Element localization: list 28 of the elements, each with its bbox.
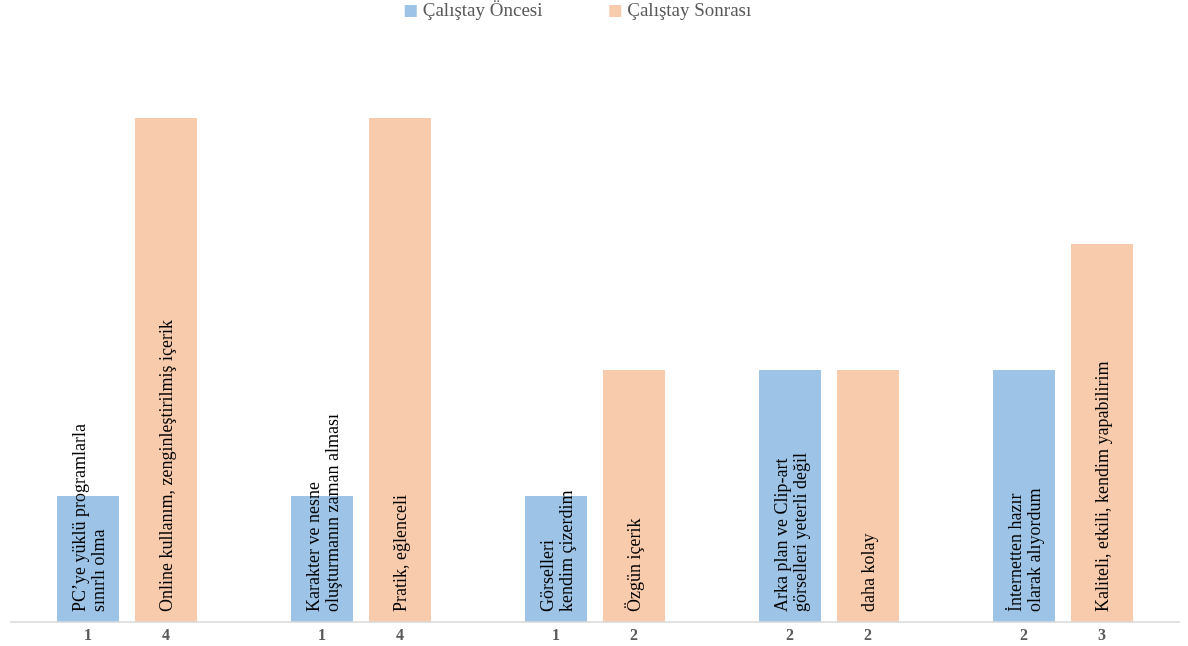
annotation: İnternetten hazır olarak alıyordum	[1004, 488, 1044, 612]
data-label: 1	[84, 626, 92, 643]
data-label: 3	[1098, 626, 1106, 643]
bar	[1071, 244, 1133, 622]
data-label: 1	[318, 626, 326, 643]
data-label: 1	[552, 626, 560, 643]
annotation: Online kullanım, zenginleştirilmiş içerik	[156, 320, 176, 612]
bar	[837, 370, 899, 622]
annotation: Özgün içerik	[624, 518, 644, 612]
annotation: Görselleri kendim çizerdim	[536, 490, 576, 612]
annotation: daha kolay	[858, 533, 878, 612]
data-label: 4	[162, 626, 170, 643]
legend-label: Çalıştay Sonrası	[627, 0, 752, 20]
data-label: 2	[864, 626, 872, 643]
bar	[369, 118, 431, 622]
data-label: 2	[1020, 626, 1028, 643]
annotation: Kaliteli, etkili, kendim yapabilirim	[1092, 361, 1112, 612]
data-label: 4	[396, 626, 404, 643]
data-label: 2	[630, 626, 638, 643]
legend-label: Çalıştay Öncesi	[422, 0, 543, 20]
bar	[135, 118, 197, 622]
data-label: 2	[786, 626, 794, 643]
annotation: Karakter ve nesne oluşturmanın zaman alması	[302, 414, 342, 612]
annotation: Pratik, eğlenceli	[390, 495, 410, 612]
annotation: PC’ye yüklü programlarla sınırlı olma	[68, 424, 108, 612]
bar	[603, 370, 665, 622]
bar	[993, 370, 1055, 622]
annotation: Arka plan ve Clip-art görselleri yeterli değil	[770, 453, 810, 612]
